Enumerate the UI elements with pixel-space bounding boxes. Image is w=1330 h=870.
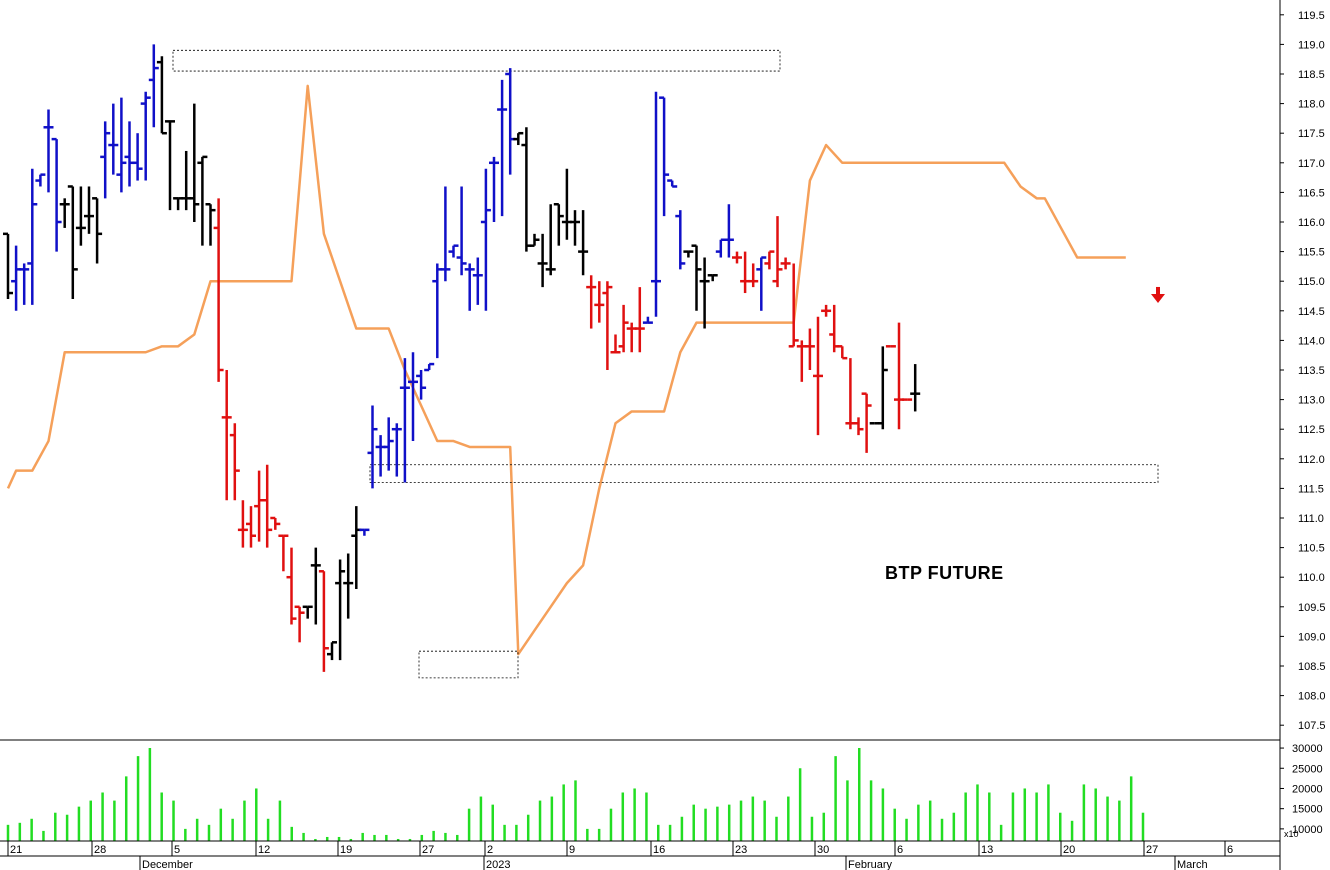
price-tick-label: 116.0 (1298, 217, 1325, 229)
day-label: 28 (94, 844, 106, 856)
price-tick-label: 110.5 (1298, 543, 1325, 555)
volume-tick-label: 10000 (1292, 824, 1323, 836)
price-tick-label: 112.0 (1298, 454, 1325, 466)
month-label: February (848, 859, 893, 870)
volume-multiplier-label: x10 (1284, 829, 1299, 839)
day-label: 27 (422, 844, 434, 856)
price-tick-label: 113.0 (1298, 395, 1325, 407)
range-box (369, 464, 1159, 483)
day-label: 23 (735, 844, 747, 856)
price-tick-label: 109.0 (1298, 631, 1326, 643)
day-label: 19 (340, 844, 352, 856)
price-tick-label: 108.0 (1298, 691, 1326, 703)
price-tick-label: 108.5 (1298, 661, 1326, 673)
price-tick-label: 117.5 (1298, 128, 1325, 140)
volume-axis-ticks: 10000 15000 20000 25000 30000 (1280, 743, 1323, 836)
volume-tick-label: 20000 (1292, 783, 1323, 795)
price-tick-label: 109.5 (1298, 602, 1326, 614)
month-label: March (1177, 859, 1208, 870)
day-label: 12 (258, 844, 270, 856)
price-tick-label: 114.0 (1298, 335, 1325, 347)
day-label: 20 (1063, 844, 1075, 856)
volume-tick-label: 15000 (1292, 804, 1323, 816)
price-tick-label: 111.0 (1298, 513, 1324, 525)
range-boxes (172, 49, 1159, 679)
price-tick-label: 118.0 (1298, 99, 1325, 111)
day-label: 27 (1146, 844, 1158, 856)
day-label: 6 (897, 844, 903, 856)
price-axis-ticks: 107.5 108.0 108.5 109.0 109.5 110.0 110.5 111.0… (1280, 10, 1326, 732)
price-tick-label: 115.5 (1298, 247, 1325, 259)
volume-bars (6, 748, 1145, 841)
month-label: 2023 (486, 859, 510, 870)
day-label: 13 (981, 844, 993, 856)
day-label: 16 (653, 844, 665, 856)
price-tick-label: 112.5 (1298, 424, 1325, 436)
day-label: 21 (10, 844, 22, 856)
day-label: 6 (1227, 844, 1233, 856)
price-tick-label: 107.5 (1298, 720, 1326, 732)
price-tick-label: 117.0 (1298, 158, 1325, 170)
price-tick-label: 119.0 (1298, 39, 1325, 51)
month-label: December (142, 859, 193, 870)
down-arrow-icon (1151, 286, 1165, 303)
day-label: 2 (487, 844, 493, 856)
day-label: 30 (817, 844, 829, 856)
arrow-head (1151, 293, 1165, 303)
chart-title: BTP FUTURE (885, 563, 1004, 583)
range-box (418, 650, 519, 679)
arrow-shaft (1156, 286, 1160, 295)
ohlc-bars (3, 44, 921, 672)
day-label: 5 (174, 844, 180, 856)
volume-tick-label: 30000 (1292, 743, 1323, 755)
price-tick-label: 118.5 (1298, 69, 1325, 81)
volume-tick-label: 25000 (1292, 763, 1323, 775)
price-tick-label: 114.5 (1298, 306, 1325, 318)
price-tick-label: 110.0 (1298, 572, 1325, 584)
price-tick-label: 111.5 (1298, 483, 1324, 495)
price-tick-label: 116.5 (1298, 187, 1325, 199)
price-tick-label: 113.5 (1298, 365, 1325, 377)
day-label: 9 (569, 844, 575, 856)
price-tick-label: 115.0 (1298, 276, 1325, 288)
range-box (172, 49, 781, 72)
axes (0, 0, 1281, 870)
price-tick-label: 119.5 (1298, 10, 1325, 22)
date-axis-ticks: 21 28 5 12 19 27 2 9 16 23 30 6 13 20 27 6 December 2023 F… (7, 841, 1233, 870)
